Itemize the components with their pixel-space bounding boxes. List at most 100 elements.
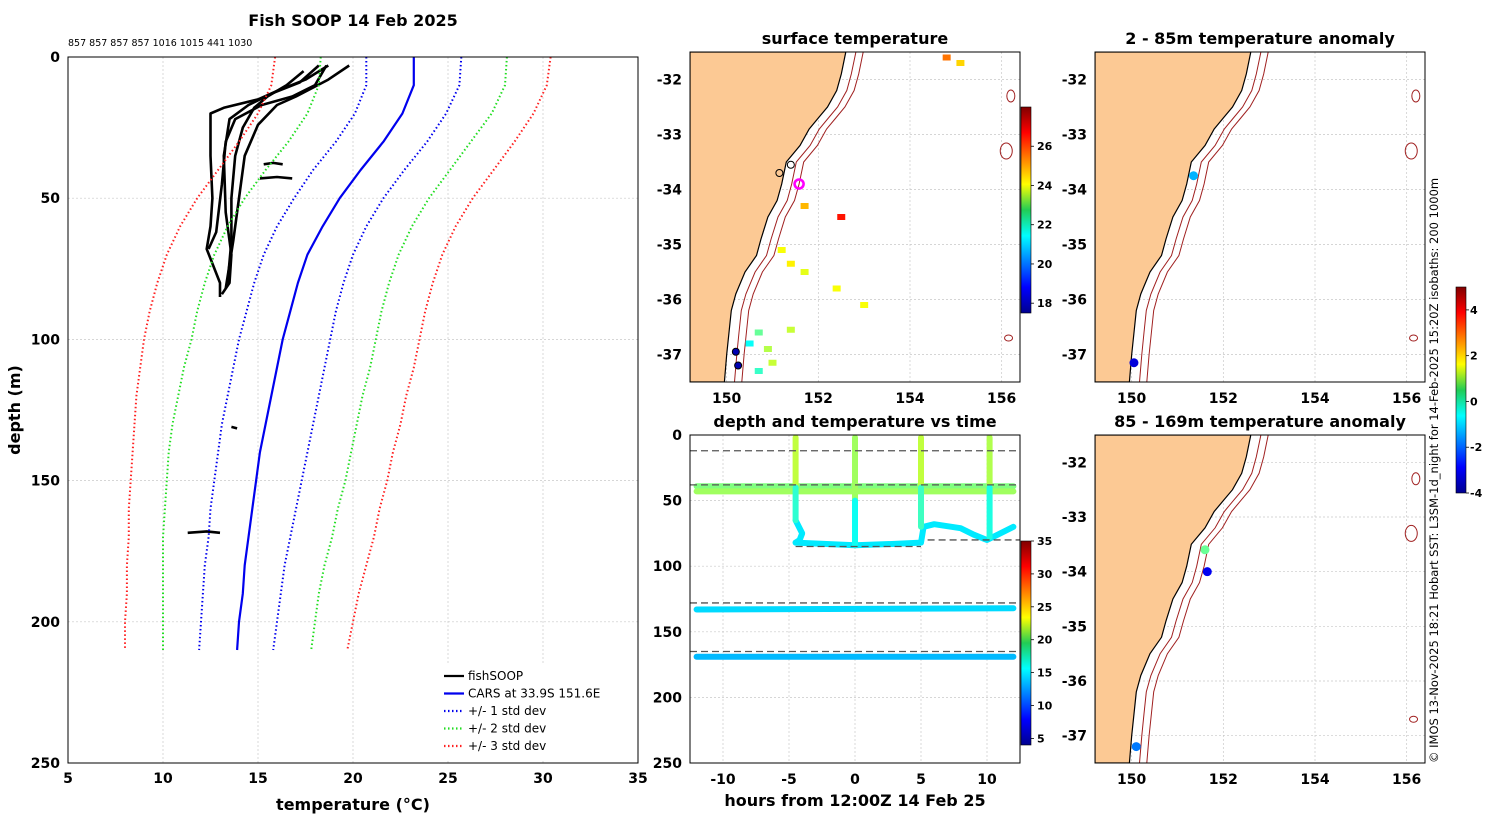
lat-tick-label: -32 [1062, 73, 1087, 89]
sst-pixel-patch [786, 260, 795, 267]
lat-tick-label: -32 [657, 73, 682, 89]
depth-track [792, 517, 806, 546]
seamount-contour [1404, 142, 1418, 160]
seamount-contour [1408, 36, 1414, 46]
fishsoop-profile-line [187, 530, 221, 535]
depth-time-title: depth and temperature vs time [713, 412, 996, 431]
sst-pixel-patch [786, 326, 795, 333]
land-mass [1095, 52, 1252, 382]
isobath-1000m [1146, 52, 1269, 382]
x-tick-label: 10 [977, 772, 997, 788]
y-tick-label: 150 [31, 474, 60, 490]
y-tick-label: 100 [653, 559, 682, 575]
depth-time-frame [689, 434, 1021, 764]
fishsoop-profile-line [263, 161, 283, 166]
colorbar-tick-label: 20 [1037, 634, 1053, 647]
x-tick-label: 20 [343, 771, 363, 787]
seamount-contour [1004, 334, 1014, 342]
surface-map-panel: surface temperature 150 152 154 156 -32 -33 -3… [657, 29, 1053, 407]
lat-tick-label: -33 [657, 128, 682, 144]
lat-tick-label: -37 [657, 348, 682, 364]
sst-colorbar-ticks: 18 20 22 24 26 [1031, 140, 1053, 310]
profile-xlabel: temperature (°C) [276, 795, 430, 814]
lat-tick-label: -36 [1062, 293, 1087, 309]
sst-pixel-patch [860, 302, 869, 308]
y-tick-label: 0 [672, 428, 682, 444]
colorbar-tick-label: 24 [1037, 179, 1053, 192]
reference-profile-line [346, 57, 552, 651]
sst-pixel-patch [800, 203, 809, 209]
profile-series [124, 57, 552, 651]
seamount-contour [1409, 715, 1419, 723]
legend-box [436, 663, 636, 759]
lat-tick-label: -35 [1062, 619, 1087, 635]
profile-axes-frame [67, 56, 639, 764]
y-tick-label: 200 [31, 615, 60, 631]
legend-entries: fishSOOP CARS at 33.9S 151.6E +/- 1 std de… [444, 669, 600, 753]
sst-pixel-patch [832, 285, 841, 292]
isobath-1000m [1146, 435, 1269, 763]
seamount-contour [1408, 419, 1414, 429]
reference-profile-line [124, 57, 277, 650]
colorbar-tick-label: 18 [1037, 297, 1052, 310]
colorbar-tick-label: 10 [1037, 700, 1053, 713]
colorbar-tick-label: -4 [1470, 487, 1483, 500]
legend-label: +/- 1 std dev [468, 704, 546, 718]
sst-pixel-patch [942, 54, 951, 61]
sst-pixel-patch [956, 60, 965, 66]
colorbar-tick-label: 25 [1037, 601, 1052, 614]
anomaly-deep-panel: 85 - 169m temperature anomaly 150 152 154 1… [1062, 286, 1483, 788]
y-tick-label: 50 [663, 494, 683, 510]
x-tick-label: 35 [628, 771, 647, 787]
legend-label: +/- 2 std dev [468, 722, 546, 736]
lon-tick-label: 150 [1117, 772, 1146, 788]
y-tick-label: 0 [50, 50, 60, 66]
fishsoop-profile-line [220, 64, 320, 295]
station-marker [731, 347, 740, 356]
lon-tick-label: 150 [1117, 391, 1146, 407]
lon-tick-label: 154 [895, 391, 924, 407]
anomaly-station-dot [1202, 567, 1212, 577]
lon-tick-label: 154 [1300, 391, 1329, 407]
colorbar-tick-label: 15 [1037, 667, 1052, 680]
y-tick-label: 200 [653, 690, 682, 706]
lat-tick-label: -34 [1062, 183, 1088, 199]
colorbar-tick-label: 20 [1037, 258, 1053, 271]
isobath-200m [734, 52, 857, 382]
credit-text: © IMOS 13-Nov-2025 18:21 Hobart SST: L3S… [1427, 178, 1441, 763]
fishsoop-profile-line [226, 70, 305, 284]
profile-legend: fishSOOP CARS at 33.9S 151.6E +/- 1 std de… [436, 663, 636, 759]
lat-tick-label: -33 [1062, 510, 1087, 526]
anomaly-shallow-panel: 2 - 85m temperature anomaly 150 152 154 156… [1062, 29, 1426, 407]
lat-tick-label: -37 [1062, 729, 1087, 745]
y-tick-label: 250 [653, 756, 682, 772]
lat-tick-label: -34 [657, 183, 683, 199]
x-tick-label: 10 [153, 771, 173, 787]
land-mass [1095, 435, 1252, 763]
sst-pixel-patch [754, 329, 763, 336]
current-station-marker [793, 178, 805, 190]
lat-tick-label: -32 [1062, 455, 1087, 471]
sst-pixel-patch [754, 368, 763, 374]
profile-ylabel: depth (m) [5, 365, 24, 455]
legend-label: fishSOOP [468, 669, 523, 683]
legend-label: CARS at 33.9S 151.6E [468, 687, 600, 701]
sst-pixel-patch [768, 359, 777, 366]
anomaly-shallow-frame [1094, 51, 1426, 383]
surface-map-body [690, 52, 1016, 382]
sst-pixel-patch [837, 214, 846, 220]
reference-profile-line [310, 57, 508, 651]
surface-map-frame [689, 51, 1021, 383]
x-tick-label: 25 [438, 771, 457, 787]
anomaly-station-dot [1200, 545, 1210, 555]
surface-map-title: surface temperature [762, 29, 949, 48]
anomaly-colorbar [1455, 286, 1467, 494]
anomaly-deep-frame [1094, 434, 1426, 764]
y-tick-label: 100 [31, 332, 60, 348]
lat-tick-label: -35 [1062, 238, 1087, 254]
x-tick-label: 15 [248, 771, 267, 787]
land-mass [690, 52, 847, 382]
anomaly-shallow-body [1095, 36, 1421, 382]
profile-ticks: 5 10 15 20 25 30 35 0 50 100 150 200 250 [31, 50, 648, 787]
